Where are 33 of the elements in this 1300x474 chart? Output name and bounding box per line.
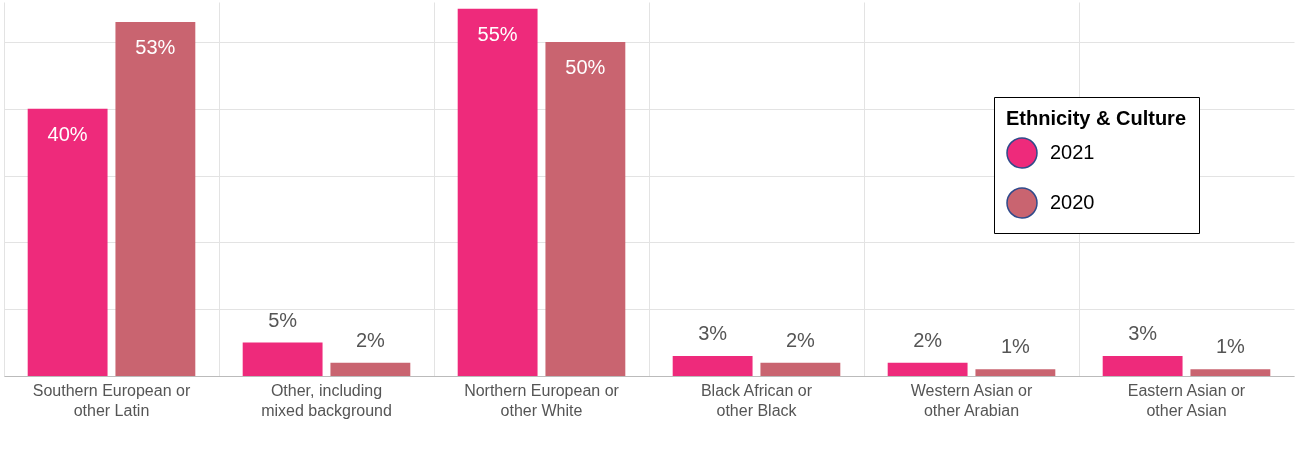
- bar: [457, 8, 538, 376]
- x-tick-label: Western Asian or other Arabian: [910, 381, 1033, 419]
- bar: [1102, 355, 1183, 376]
- data-label: 50%: [565, 56, 606, 79]
- bar: [975, 369, 1056, 376]
- bar: [760, 362, 841, 376]
- data-label: 55%: [477, 22, 518, 45]
- data-label: 3%: [698, 321, 728, 344]
- bar: [27, 108, 108, 376]
- data-label: 40%: [47, 122, 88, 145]
- x-tick-label: Eastern Asian or other Asian: [1127, 381, 1246, 419]
- bar: [545, 42, 626, 376]
- data-label: 2%: [355, 328, 386, 351]
- bar: [330, 362, 411, 376]
- data-label: 3%: [1128, 321, 1158, 344]
- bar: [887, 362, 968, 376]
- bar: [672, 355, 753, 376]
- data-label: 1%: [1215, 335, 1246, 358]
- legend-title: Ethnicity & Culture: [1006, 107, 1187, 129]
- data-label: 5%: [268, 308, 298, 331]
- x-tick-label: Southern European or other Latin: [32, 381, 191, 419]
- bar: [242, 342, 323, 376]
- bar: [115, 22, 196, 376]
- legend-label: 2020: [1050, 191, 1095, 213]
- data-label: 2%: [913, 328, 943, 351]
- x-tick-label: Other, including mixed background: [261, 381, 392, 419]
- x-tick-label: Black African or other Black: [700, 381, 813, 419]
- legend-label: 2021: [1050, 141, 1095, 163]
- data-label: 2%: [785, 328, 816, 351]
- x-tick-label: Northern European or other White: [464, 381, 620, 419]
- data-label: 53%: [135, 36, 176, 59]
- data-label: 1%: [1000, 335, 1031, 358]
- bar: [1190, 369, 1271, 376]
